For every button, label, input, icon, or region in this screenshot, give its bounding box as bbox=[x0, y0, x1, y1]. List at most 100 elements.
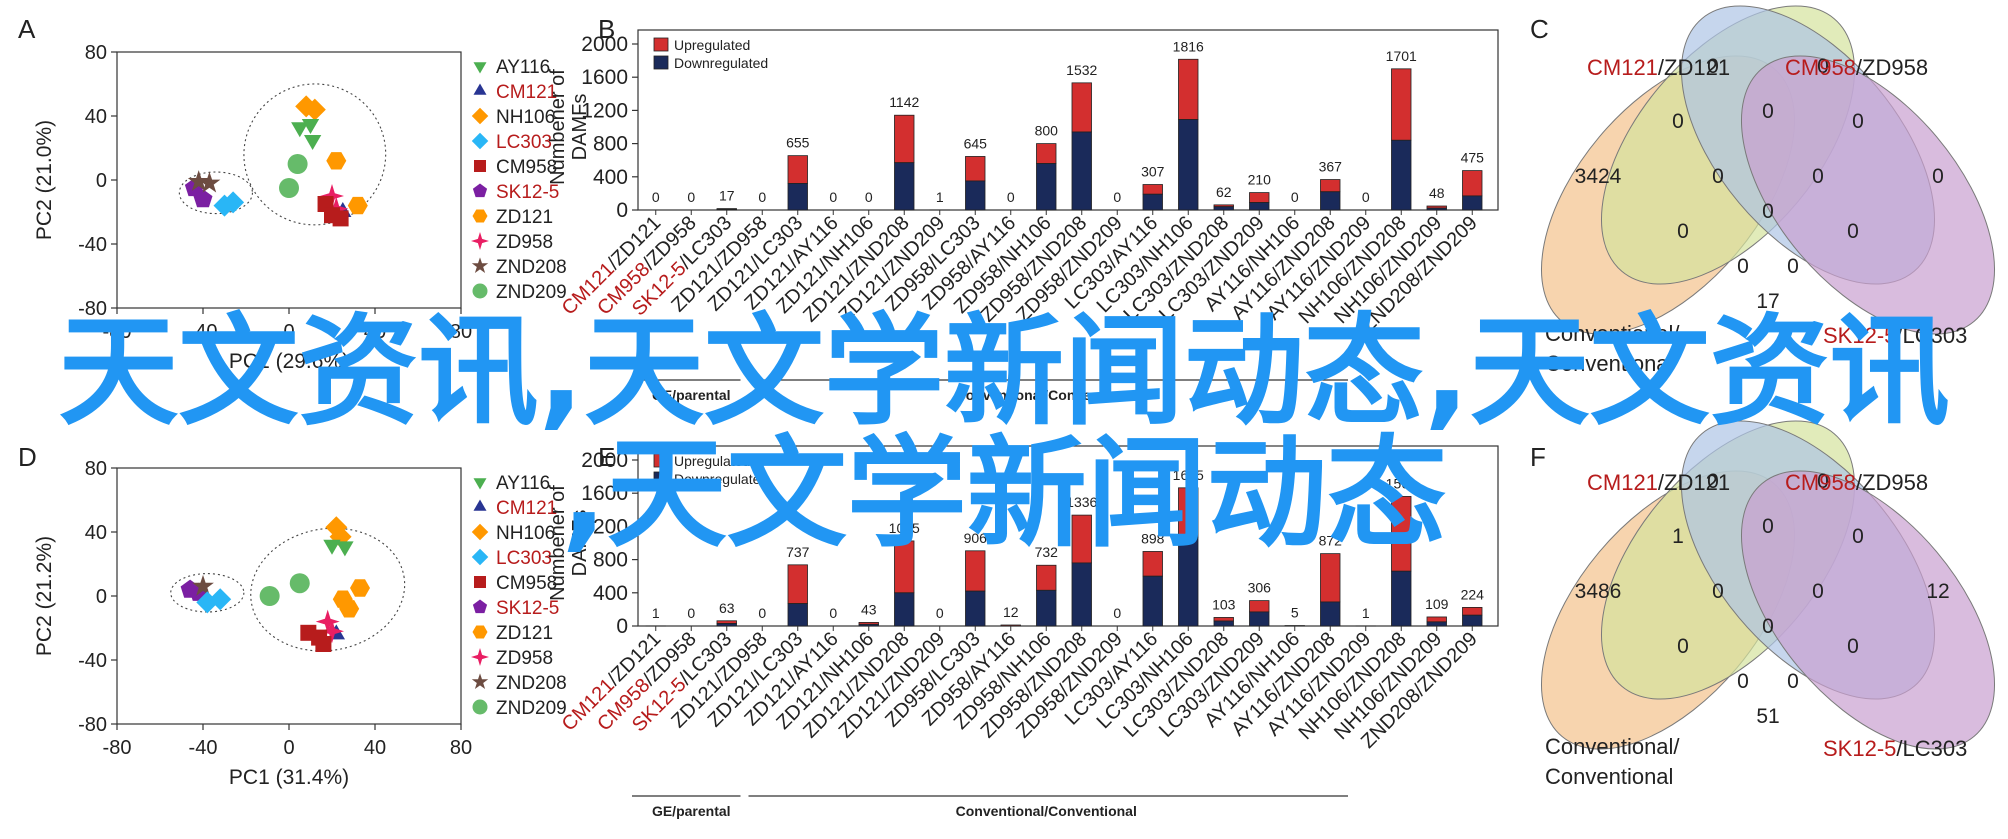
x-axis-label: PC1 (31.4%) bbox=[229, 766, 349, 789]
y-tick-label: 400 bbox=[593, 582, 628, 605]
y-tick-label: -80 bbox=[78, 714, 107, 736]
bar-up bbox=[1178, 59, 1198, 119]
y-tick-label: 40 bbox=[85, 106, 107, 128]
bar-down bbox=[1178, 537, 1198, 626]
legend-marker bbox=[474, 84, 487, 95]
bar-value-label: 1 bbox=[936, 189, 944, 205]
scatter-point bbox=[290, 573, 310, 593]
bar-value-label: 210 bbox=[1248, 172, 1272, 188]
venn-region-count: 17 bbox=[1756, 290, 1779, 313]
y-tick-label: 1600 bbox=[581, 482, 628, 505]
venn-region-count: 0 bbox=[1852, 110, 1864, 133]
venn-region-count: 0 bbox=[1762, 615, 1774, 638]
y-axis-label-line2: DAMFs bbox=[569, 94, 591, 161]
bar-value-label: 0 bbox=[829, 189, 837, 205]
legend-marker bbox=[474, 500, 487, 511]
bar-down bbox=[717, 209, 737, 210]
legend-label: ZND208 bbox=[496, 673, 567, 694]
venn-region-count: 0 bbox=[1762, 200, 1774, 223]
set-label-part-a: SK12-5 bbox=[1823, 323, 1896, 348]
venn-set-label-conventional-2: Conventional bbox=[1545, 351, 1673, 376]
group-label-right: Conventional/Conventional bbox=[956, 387, 1137, 403]
bar-up bbox=[1001, 625, 1021, 626]
bar-value-label: 0 bbox=[758, 189, 766, 205]
bar-value-label: 63 bbox=[719, 600, 735, 616]
bar-down bbox=[1427, 208, 1447, 210]
bar-value-label: 17 bbox=[719, 188, 735, 204]
x-tick-label: -80 bbox=[103, 321, 132, 343]
panel-letter: D bbox=[18, 442, 37, 472]
bar-value-label: 0 bbox=[1007, 189, 1015, 205]
scatter-point bbox=[288, 154, 308, 174]
y-tick-label: 0 bbox=[616, 615, 628, 638]
set-label-part-a: CM958 bbox=[1785, 55, 1856, 80]
venn-region-count: 0 bbox=[1672, 110, 1684, 133]
legend-marker bbox=[472, 549, 489, 566]
legend-label: AY116 bbox=[496, 473, 550, 494]
bar-value-label: 1142 bbox=[889, 94, 919, 110]
legend-marker bbox=[472, 133, 489, 150]
set-label-part-a: CM958 bbox=[1785, 470, 1856, 495]
legend-label: ZD958 bbox=[496, 648, 553, 669]
bar-down bbox=[1462, 615, 1482, 626]
bar-up bbox=[1427, 617, 1447, 622]
set-label-part-a: CM121 bbox=[1587, 470, 1658, 495]
bar-value-label: 1 bbox=[652, 605, 660, 621]
bar-up bbox=[1036, 565, 1056, 590]
bar-value-label: 5 bbox=[1291, 605, 1299, 621]
bar-down bbox=[894, 163, 914, 210]
group-label-left: GE/parental bbox=[652, 387, 731, 403]
venn-set-label: SK12-5/LC303 bbox=[1823, 736, 1967, 761]
bar-down bbox=[1249, 203, 1269, 210]
legend-marker bbox=[474, 576, 486, 588]
y-axis-label-line1: Numbener of bbox=[547, 69, 569, 185]
venn-set-label: CM958/ZD958 bbox=[1785, 470, 1928, 495]
legend-marker bbox=[472, 524, 489, 541]
venn-region-count: 0 bbox=[1737, 255, 1749, 278]
venn-region-count: 0 bbox=[1812, 580, 1824, 603]
x-tick-label: 80 bbox=[450, 321, 472, 343]
y-axis-label: PC2 (21.0%) bbox=[33, 120, 56, 240]
venn-region-count: 3424 bbox=[1575, 165, 1622, 188]
set-label-part-a: CM121 bbox=[1587, 55, 1658, 80]
bar-value-label: 655 bbox=[786, 135, 810, 151]
bar-up bbox=[1249, 601, 1269, 612]
bar-value-label: 475 bbox=[1461, 150, 1485, 166]
x-tick-label: -40 bbox=[189, 737, 218, 759]
venn-set-label: CM121/ZD121 bbox=[1587, 470, 1730, 495]
venn-region-count: 0 bbox=[1762, 100, 1774, 123]
bar-down bbox=[1427, 622, 1447, 626]
bar-value-label: 1025 bbox=[889, 520, 920, 536]
bar-value-label: 0 bbox=[1291, 189, 1299, 205]
bar-down bbox=[1320, 192, 1340, 210]
bar-up bbox=[1320, 554, 1340, 602]
legend-marker bbox=[474, 62, 487, 73]
y-axis-label: PC2 (21.2%) bbox=[33, 536, 56, 656]
bar-up bbox=[1391, 69, 1411, 140]
y-tick-label: 800 bbox=[593, 549, 628, 572]
bar-down bbox=[965, 181, 985, 210]
bar-up bbox=[1214, 617, 1234, 621]
legend-label: LC303 bbox=[496, 132, 552, 153]
legend-label: ZD958 bbox=[496, 232, 553, 253]
y-tick-label: 0 bbox=[96, 586, 107, 608]
y-tick-label: 80 bbox=[85, 458, 107, 480]
scatter-point bbox=[350, 579, 370, 596]
bar-value-label: 1 bbox=[1362, 605, 1370, 621]
bar-down bbox=[859, 624, 879, 626]
legend-label: AY116 bbox=[496, 57, 550, 78]
legend-swatch-down bbox=[654, 472, 668, 485]
bar-value-label: 43 bbox=[861, 601, 877, 617]
venn-set-label-conventional-1: Conventional/ bbox=[1545, 321, 1680, 346]
legend-marker bbox=[472, 673, 488, 689]
bar-up bbox=[1072, 83, 1092, 132]
bar-down bbox=[717, 624, 737, 626]
scatter-point bbox=[326, 152, 346, 169]
venn-region-count: 0 bbox=[1852, 525, 1864, 548]
bar-value-label: 0 bbox=[1113, 605, 1121, 621]
venn-set-label: SK12-5/LC303 bbox=[1823, 323, 1967, 348]
legend-marker bbox=[473, 626, 488, 639]
venn-region-count: 0 bbox=[1737, 670, 1749, 693]
